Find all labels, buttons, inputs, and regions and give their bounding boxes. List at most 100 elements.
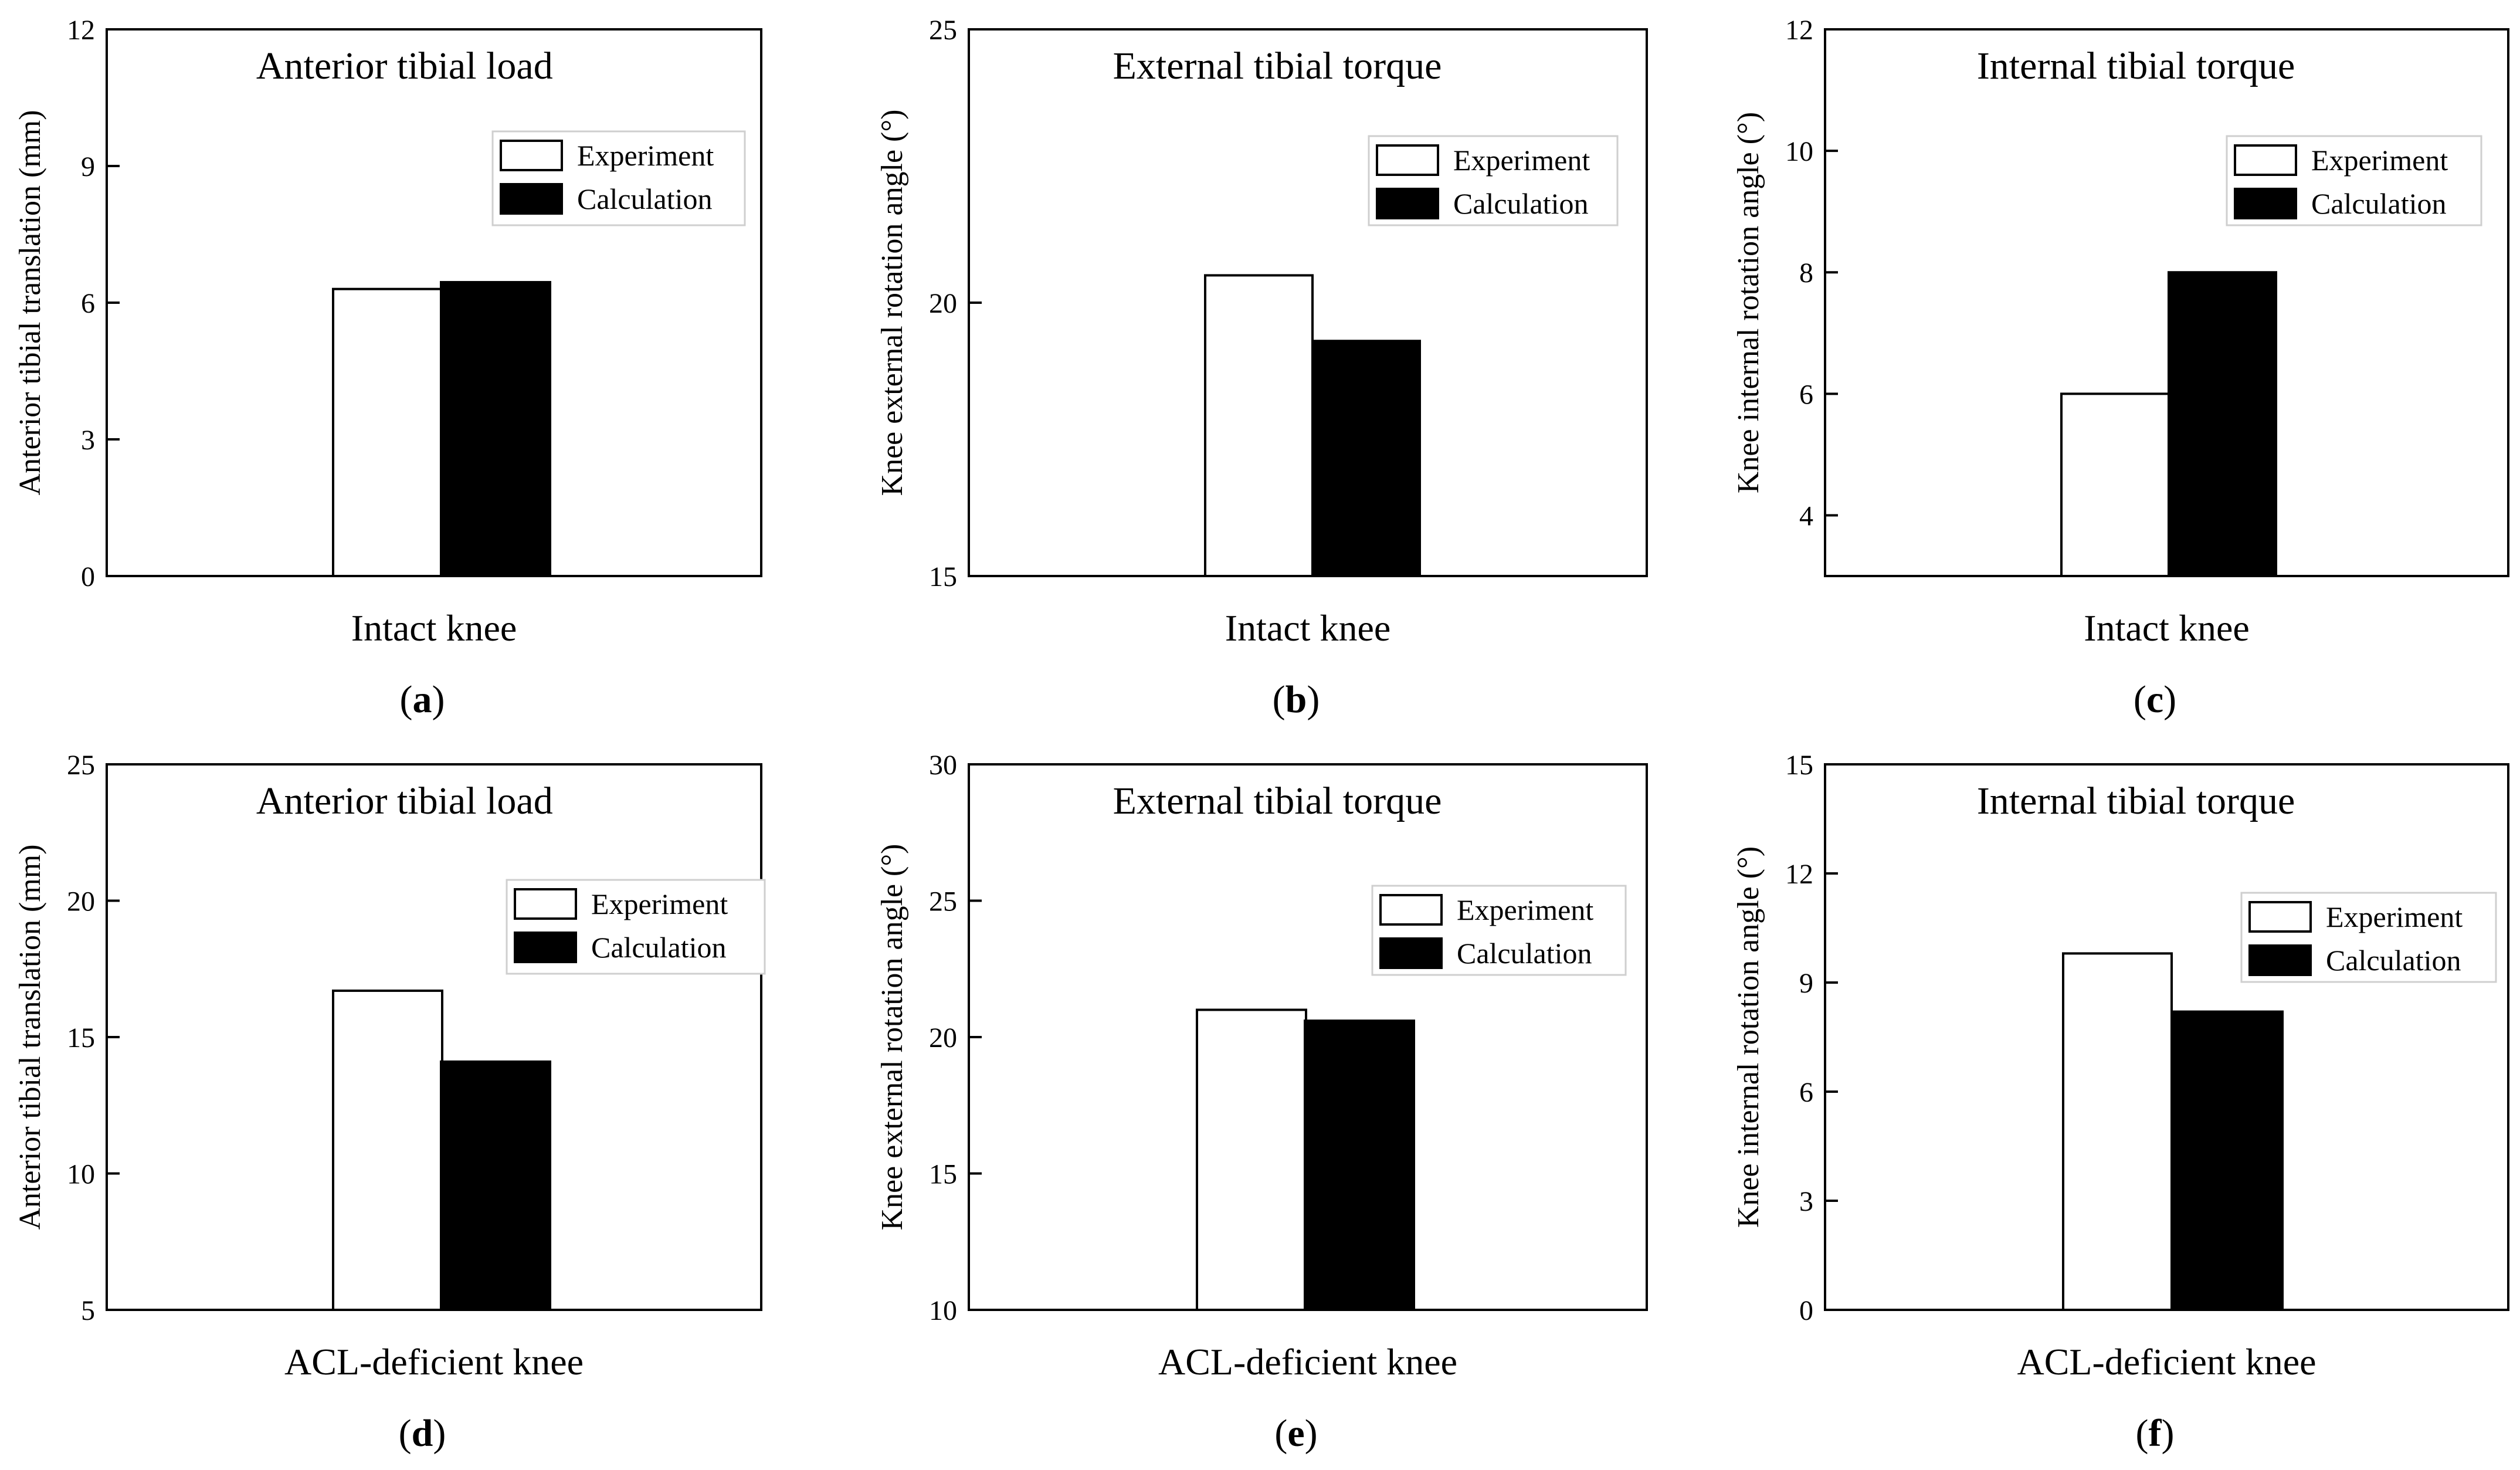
bar-calculation [2168, 271, 2277, 577]
plot-frame [1824, 763, 2509, 1311]
legend-swatch-calculation [500, 183, 563, 215]
y-tick-label: 15 [1785, 750, 1813, 781]
y-tick-label: 30 [929, 750, 957, 781]
x-category-label: ACL-deficient knee [1158, 1341, 1457, 1383]
y-tick-label: 8 [1799, 258, 1813, 289]
y-tick-label: 6 [1799, 1077, 1813, 1108]
chart-title: Internal tibial torque [1977, 45, 2295, 87]
legend-label-calculation: Calculation [1453, 187, 1589, 220]
legend-label-calculation: Calculation [577, 182, 713, 215]
y-tick-label: 6 [81, 288, 95, 319]
legend-label-experiment: Experiment [1457, 893, 1593, 926]
y-tick-label: 15 [67, 1022, 95, 1054]
legend-swatch-experiment [1376, 144, 1439, 176]
chart-title: External tibial torque [1113, 45, 1442, 87]
panel-c: 4 6 8 10 12 Knee internal rotation angle (°) I… [1732, 15, 2509, 721]
y-tick-label: 20 [929, 288, 957, 319]
y-tick-label: 0 [81, 561, 95, 592]
panel-tag: (b) [1273, 678, 1320, 721]
legend: Experiment Calculation [1368, 135, 1619, 226]
legend-swatch-calculation [1379, 937, 1443, 969]
legend-label-calculation: Calculation [2326, 944, 2461, 977]
legend-swatch-calculation [1376, 188, 1439, 219]
legend-label-calculation: Calculation [1457, 937, 1592, 970]
y-tick-label: 4 [1799, 500, 1813, 531]
y-tick-label: 10 [67, 1159, 95, 1190]
y-tick-label: 0 [1799, 1295, 1813, 1326]
y-tick-label: 20 [67, 886, 95, 917]
panel-tag: (e) [1274, 1412, 1317, 1455]
legend-label-experiment: Experiment [577, 139, 714, 172]
y-tick-label: 9 [1799, 968, 1813, 999]
y-tick-label: 15 [929, 1159, 957, 1190]
legend: Experiment Calculation [2240, 892, 2497, 983]
y-axis-label: Anterior tibial translation (mm) [13, 844, 47, 1229]
x-category-label: ACL-deficient knee [284, 1341, 584, 1383]
legend-swatch-calculation [514, 932, 577, 963]
bar-experiment [2060, 392, 2170, 577]
legend-swatch-calculation [2234, 188, 2297, 219]
bar-experiment [1204, 274, 1314, 577]
panel-a: 0 3 6 9 12 Anterior tibial translation (mm) An… [13, 15, 762, 721]
y-tick-label: 6 [1799, 379, 1813, 410]
legend-swatch-experiment [500, 140, 563, 171]
legend-label-experiment: Experiment [2311, 144, 2448, 177]
legend-swatch-experiment [2248, 901, 2312, 933]
legend-label-experiment: Experiment [2326, 900, 2463, 933]
y-tick-label: 5 [81, 1295, 95, 1326]
legend-swatch-experiment [2234, 144, 2297, 176]
legend-swatch-experiment [1379, 894, 1443, 926]
chart-title: Internal tibial torque [1977, 780, 2295, 822]
legend-label-calculation: Calculation [2311, 187, 2447, 220]
y-axis-label: Anterior tibial translation (mm) [13, 110, 47, 495]
x-category-label: Intact knee [1225, 607, 1391, 649]
panel-f: 0 3 6 9 12 15 Knee internal rotation angle (°)… [1732, 750, 2509, 1455]
chart-title: Anterior tibial load [256, 780, 553, 822]
legend-label-experiment: Experiment [591, 888, 728, 920]
y-axis-label: Knee internal rotation angle (°) [1732, 112, 1765, 493]
panel-tag: (f) [2136, 1412, 2175, 1455]
y-tick-label: 20 [929, 1022, 957, 1054]
legend: Experiment Calculation [1371, 885, 1627, 976]
y-tick-label: 25 [929, 886, 957, 917]
y-tick-label: 3 [1799, 1186, 1813, 1217]
bar-calculation [440, 1060, 551, 1311]
y-tick-label: 3 [81, 425, 95, 456]
bar-calculation [2173, 1010, 2284, 1311]
y-tick-label: 10 [929, 1295, 957, 1326]
panel-tag: (c) [2134, 678, 2176, 721]
y-tick-label: 15 [929, 561, 957, 592]
legend-label-experiment: Experiment [1453, 144, 1590, 177]
y-tick-label: 12 [67, 15, 95, 46]
panel-b: 15 20 25 Knee external rotation angle (°) Ex… [876, 15, 1648, 721]
y-tick-label: 10 [1785, 136, 1813, 167]
panel-d: 5 10 15 20 25 Anterior tibial translation (mm… [13, 750, 766, 1455]
bar-experiment [332, 989, 443, 1311]
y-axis-label: Knee external rotation angle (°) [876, 844, 909, 1231]
bar-experiment [2062, 952, 2173, 1311]
bar-calculation [1304, 1019, 1415, 1311]
legend-swatch-experiment [514, 888, 577, 920]
panel-tag: (d) [399, 1412, 446, 1455]
bar-calculation [440, 281, 551, 577]
legend-label-calculation: Calculation [591, 931, 727, 964]
y-tick-label: 12 [1785, 15, 1813, 46]
x-category-label: ACL-deficient knee [2017, 1341, 2316, 1383]
chart-title: External tibial torque [1113, 780, 1442, 822]
plot-frame [1824, 28, 2509, 577]
legend: Experiment Calculation [491, 130, 746, 226]
y-tick-label: 25 [929, 15, 957, 46]
y-axis-label: Knee external rotation angle (°) [876, 110, 909, 496]
legend-swatch-calculation [2248, 944, 2312, 976]
panel-e: 10 15 20 25 30 Knee external rotation angle (… [876, 750, 1648, 1455]
panel-tag: (a) [400, 678, 445, 721]
legend: Experiment Calculation [506, 879, 766, 975]
y-tick-label: 25 [67, 750, 95, 781]
bar-experiment [1196, 1008, 1307, 1311]
x-category-label: Intact knee [2084, 607, 2250, 649]
bar-calculation [1311, 340, 1421, 577]
chart-title: Anterior tibial load [256, 45, 553, 87]
y-tick-label: 9 [81, 151, 95, 182]
x-category-label: Intact knee [351, 607, 517, 649]
